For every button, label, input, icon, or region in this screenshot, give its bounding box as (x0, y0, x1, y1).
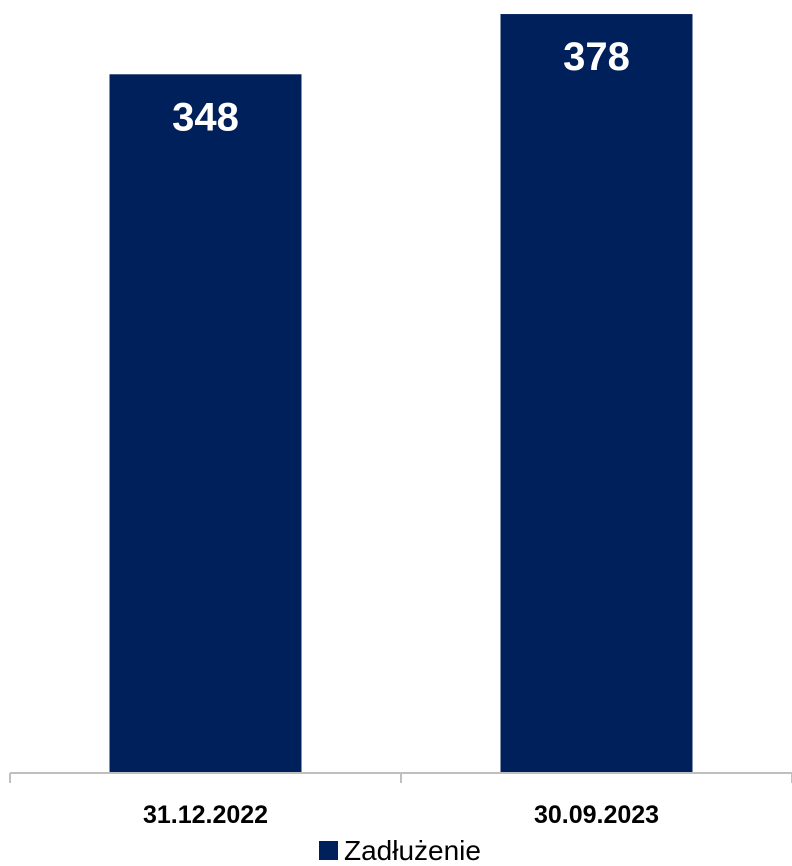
data-label-31.12.2022: 348 (172, 95, 239, 139)
legend-swatch (319, 841, 338, 860)
bar-31.12.2022 (109, 74, 302, 773)
x-axis-ticks (9, 773, 792, 783)
data-label-30.09.2023: 378 (563, 35, 630, 79)
bar-30.09.2023 (500, 14, 693, 773)
x-tick-label-31.12.2022: 31.12.2022 (143, 801, 268, 829)
x-tick-label-30.09.2023: 30.09.2023 (534, 801, 659, 829)
x-axis-tick-labels: 31.12.2022 30.09.2023 (143, 801, 659, 829)
bars-group (109, 14, 693, 773)
legend: Zadłużenie (319, 835, 481, 866)
legend-label-zadluzenie: Zadłużenie (344, 835, 481, 866)
data-labels-group: 348 378 (172, 35, 630, 139)
